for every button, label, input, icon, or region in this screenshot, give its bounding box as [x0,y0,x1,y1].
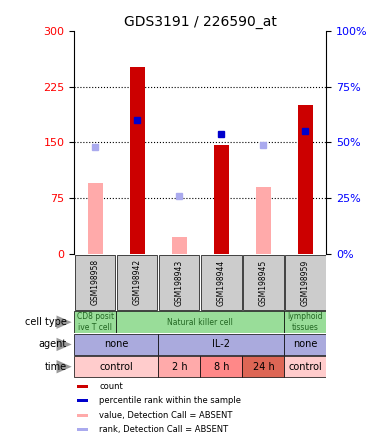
Polygon shape [56,316,72,329]
Bar [242,356,285,377]
Bar [256,187,271,254]
Bar [159,255,200,310]
Bar [74,312,116,333]
Text: cell type: cell type [25,317,67,327]
Bar [285,356,326,377]
Bar [158,334,285,355]
Text: agent: agent [38,340,67,349]
Polygon shape [56,338,72,351]
Bar [201,255,242,310]
Text: control: control [99,362,133,372]
Text: IL-2: IL-2 [212,340,230,349]
Bar [77,399,88,402]
Title: GDS3191 / 226590_at: GDS3191 / 226590_at [124,15,277,29]
Bar [74,356,158,377]
Text: lymphoid
tissues: lymphoid tissues [288,313,323,332]
Bar [88,183,102,254]
Bar [116,312,285,333]
Bar [77,413,88,416]
Text: GSM198945: GSM198945 [259,259,268,305]
Bar [298,105,313,254]
Bar [117,255,157,310]
Bar [285,312,326,333]
Text: control: control [289,362,322,372]
Text: Natural killer cell: Natural killer cell [167,317,233,327]
Text: GSM198944: GSM198944 [217,259,226,305]
Bar [214,145,229,254]
Bar [285,334,326,355]
Text: rank, Detection Call = ABSENT: rank, Detection Call = ABSENT [99,425,229,434]
Text: percentile rank within the sample: percentile rank within the sample [99,396,242,405]
Text: GSM198958: GSM198958 [91,259,100,305]
Text: 8 h: 8 h [214,362,229,372]
Bar [172,238,187,254]
Text: none: none [293,340,318,349]
Bar [77,428,88,431]
Text: CD8 posit
ive T cell: CD8 posit ive T cell [77,313,114,332]
Text: 2 h: 2 h [171,362,187,372]
Bar [243,255,283,310]
Text: 24 h: 24 h [253,362,274,372]
Polygon shape [56,360,72,373]
Text: time: time [45,362,67,372]
Text: none: none [104,340,128,349]
Text: GSM198959: GSM198959 [301,259,310,305]
Bar [130,67,145,254]
Bar [285,255,326,310]
Bar [77,385,88,388]
Text: GSM198943: GSM198943 [175,259,184,305]
Text: GSM198942: GSM198942 [133,259,142,305]
Bar [75,255,115,310]
Bar [74,334,158,355]
Text: value, Detection Call = ABSENT: value, Detection Call = ABSENT [99,411,233,420]
Bar [158,356,200,377]
Bar [200,356,242,377]
Text: count: count [99,382,123,391]
